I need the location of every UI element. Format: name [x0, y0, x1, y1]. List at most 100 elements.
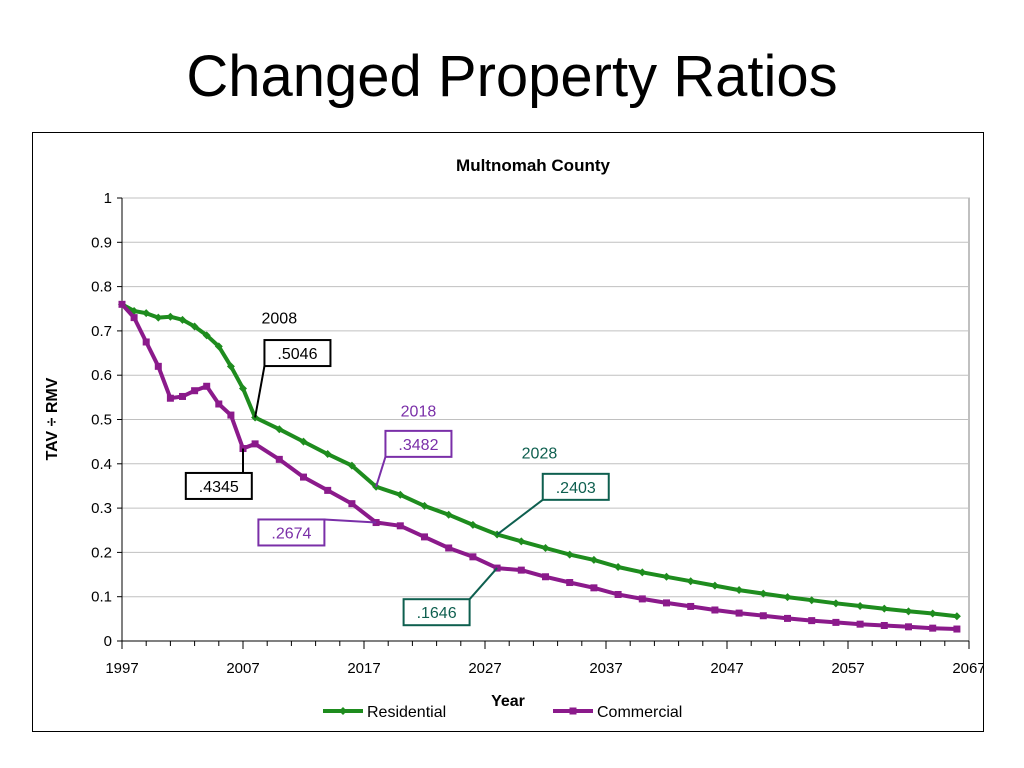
- annotation-box: [257, 518, 326, 547]
- slide-title: Changed Property Ratios: [186, 44, 838, 109]
- annotation-leader-line: [254, 365, 266, 418]
- y-tick-label: 0.1: [91, 589, 112, 606]
- data-point-residential: [831, 599, 840, 608]
- data-point-commercial: [166, 394, 174, 402]
- data-point-commercial: [856, 620, 864, 628]
- data-point-commercial: [614, 590, 622, 598]
- data-point-commercial: [929, 624, 937, 632]
- data-point-commercial: [324, 486, 332, 494]
- y-tick-label: 1: [104, 190, 112, 207]
- y-tick-label: 0.9: [91, 234, 112, 251]
- annotation-com-2028: .1646: [402, 567, 498, 627]
- annotation-res-2008: .5046: [254, 339, 332, 418]
- annotation-value: .1646: [417, 605, 457, 622]
- annotation-box: [541, 472, 610, 501]
- data-point-residential: [565, 550, 574, 559]
- x-tick-label: 2007: [226, 660, 259, 677]
- data-point-residential: [638, 568, 647, 577]
- annotation-res-2018: .3482: [375, 429, 453, 488]
- data-point-residential: [323, 450, 332, 459]
- y-axis-label: TAV ÷ RMV: [44, 377, 61, 460]
- data-point-residential: [710, 581, 719, 590]
- data-point-commercial: [784, 614, 791, 622]
- data-point-residential: [541, 543, 550, 552]
- data-point-residential: [904, 607, 913, 616]
- annotation-box: [402, 598, 471, 627]
- data-point-commercial: [421, 533, 428, 541]
- data-point-commercial: [542, 573, 549, 581]
- x-tick-label: 2027: [468, 660, 501, 677]
- data-point-commercial: [687, 602, 695, 610]
- annotation-year: 2018: [401, 404, 437, 421]
- data-point-residential: [178, 315, 187, 324]
- y-tick-label: 0.6: [91, 367, 112, 384]
- data-point-commercial: [905, 623, 912, 631]
- data-point-residential: [928, 609, 937, 618]
- data-point-residential: [880, 604, 889, 613]
- chart-title: Multnomah County: [456, 156, 610, 175]
- x-tick-label: 2037: [589, 660, 622, 677]
- legend-label: Residential: [367, 704, 446, 721]
- data-point-residential: [686, 577, 695, 586]
- y-tick-label: 0.3: [91, 500, 112, 517]
- data-point-residential: [202, 331, 211, 340]
- legend-swatch-marker: [339, 707, 347, 715]
- data-point-commercial: [348, 500, 356, 508]
- annotation-value: .5046: [277, 346, 317, 363]
- data-point-residential: [154, 313, 163, 322]
- annotation-com-2018: .2674: [257, 518, 377, 547]
- data-point-commercial: [517, 566, 525, 574]
- data-point-residential: [735, 586, 744, 595]
- data-point-residential: [166, 312, 175, 321]
- annotation-year-2028: 2028: [522, 446, 558, 463]
- y-tick-label: 0.5: [91, 412, 112, 429]
- x-tick-label: 2057: [831, 660, 864, 677]
- data-point-residential: [396, 490, 405, 499]
- data-point-commercial: [191, 387, 199, 395]
- data-point-commercial: [759, 612, 767, 620]
- annotation-value: .2674: [271, 525, 311, 542]
- data-point-residential: [662, 572, 671, 581]
- data-point-commercial: [590, 584, 598, 592]
- data-point-residential: [420, 501, 429, 510]
- annotation-leader-line: [496, 499, 544, 536]
- x-tick-label: 2017: [347, 660, 380, 677]
- legend: Residential Commercial: [323, 704, 682, 721]
- data-point-residential: [517, 537, 526, 546]
- data-point-commercial: [953, 625, 961, 633]
- y-tick-label: 0: [104, 633, 112, 650]
- data-point-commercial: [203, 382, 211, 390]
- legend-label: Commercial: [597, 704, 682, 721]
- annotation-com-2008: .4345: [184, 448, 253, 500]
- chart-frame: Multnomah County 0 0.1 0.2 0.3 0.4 0.5 0.6 0.7 0…: [32, 132, 984, 732]
- data-point-commercial: [227, 411, 235, 419]
- data-point-commercial: [663, 599, 670, 607]
- axes: 0 0.1 0.2 0.3 0.4 0.5 0.6 0.7 0.8 0.9 1 1997 2007 201…: [91, 190, 983, 677]
- data-point-commercial: [130, 314, 138, 322]
- data-point-commercial: [880, 621, 888, 629]
- data-point-residential: [614, 563, 623, 572]
- annotation-res-2028: .2403: [496, 472, 610, 536]
- annotation-year: 2028: [522, 446, 558, 463]
- series-group: [118, 300, 961, 633]
- annotation-leader-line: [324, 518, 377, 524]
- x-tick-label: 2047: [710, 660, 743, 677]
- annotation-year-2008: 2008: [262, 311, 298, 328]
- data-point-residential: [275, 425, 284, 434]
- annotations: 2008 .5046 .4345 2018 .3482 .2674 2028 .2403 .16…: [184, 311, 610, 627]
- annotation-leader-line: [468, 567, 498, 600]
- x-tick-label: 2067: [952, 660, 983, 677]
- annotation-leader-line: [375, 456, 387, 488]
- chart-svg: Multnomah County 0 0.1 0.2 0.3 0.4 0.5 0.6 0.7 0…: [44, 156, 983, 721]
- annotation-value: .2403: [556, 480, 596, 497]
- data-point-residential: [589, 555, 598, 564]
- data-point-commercial: [142, 338, 150, 346]
- y-tick-label: 0.4: [91, 456, 112, 473]
- data-point-commercial: [445, 544, 453, 552]
- annotation-year-2018: 2018: [401, 404, 437, 421]
- y-tick-label: 0.7: [91, 323, 112, 340]
- y-tick-label: 0.2: [91, 544, 112, 561]
- data-point-commercial: [154, 362, 162, 370]
- data-point-commercial: [275, 455, 283, 463]
- annotation-value: .4345: [199, 479, 239, 496]
